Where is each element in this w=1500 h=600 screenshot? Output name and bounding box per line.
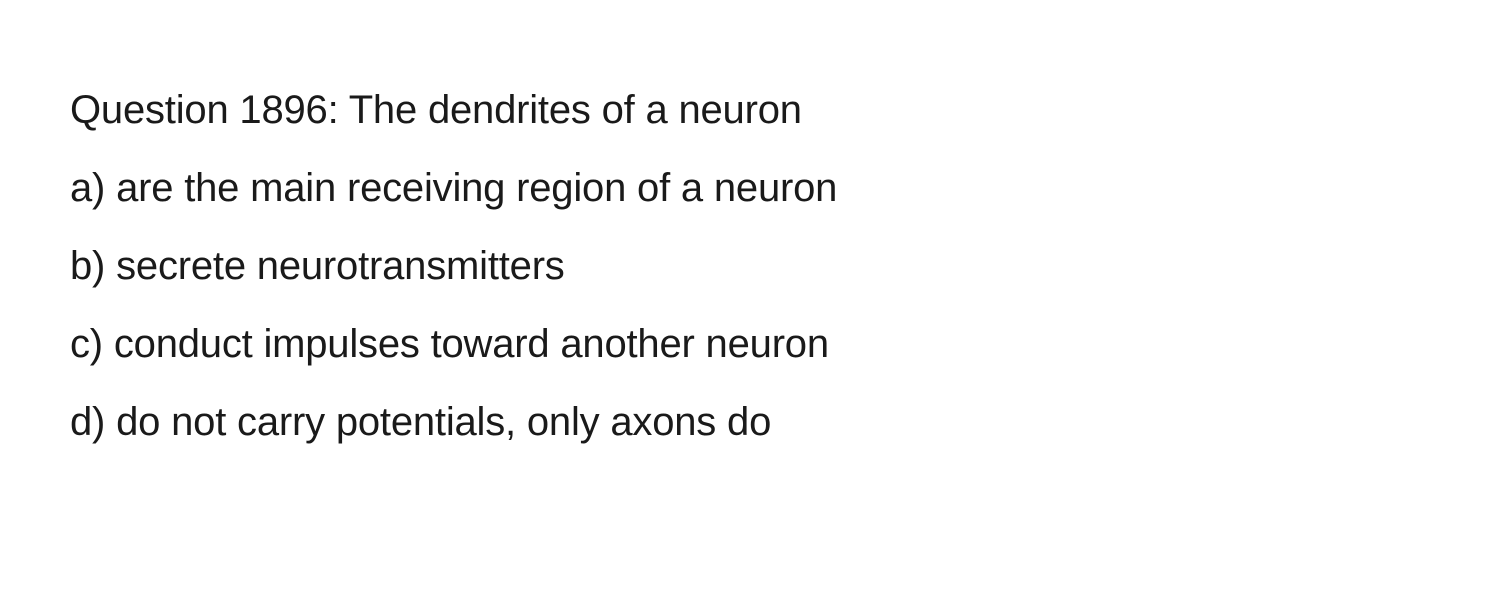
option-text: secrete neurotransmitters [116, 244, 565, 288]
option-c: c) conduct impulses toward another neuro… [70, 314, 1430, 374]
option-label: a) [70, 166, 116, 210]
option-label: d) [70, 400, 116, 444]
option-d: d) do not carry potentials, only axons d… [70, 392, 1430, 452]
option-label: c) [70, 322, 114, 366]
question-prefix: Question 1896: [70, 88, 349, 132]
option-b: b) secrete neurotransmitters [70, 236, 1430, 296]
option-a: a) are the main receiving region of a ne… [70, 158, 1430, 218]
question-text: The dendrites of a neuron [349, 88, 802, 132]
option-label: b) [70, 244, 116, 288]
option-text: conduct impulses toward another neuron [114, 322, 829, 366]
question-title: Question 1896: The dendrites of a neuron [70, 80, 1430, 140]
option-text: are the main receiving region of a neuro… [116, 166, 837, 210]
option-text: do not carry potentials, only axons do [116, 400, 771, 444]
